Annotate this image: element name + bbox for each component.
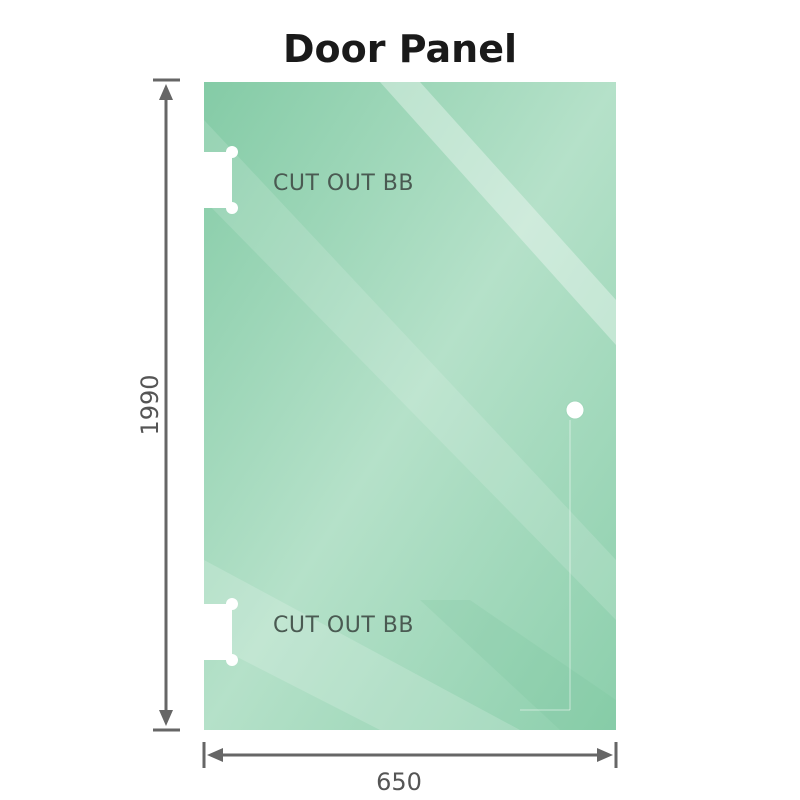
cutout-top-label: CUT OUT BB [273,171,414,196]
height-dimension-line [153,78,180,732]
diagram-title: Door Panel [283,27,517,71]
cutout-top [200,146,238,214]
cutout-bottom [200,598,238,666]
height-dimension-label: 1990 [136,374,164,435]
width-dimension-line [202,742,618,768]
cutout-bottom-label: CUT OUT BB [273,613,414,638]
glass-panel [204,82,616,730]
glass-shadow [420,600,616,730]
width-dimension-label: 650 [376,768,422,796]
glass-highlight [380,82,616,345]
glass-highlight [204,120,616,620]
handle-hole [565,400,585,420]
glass-highlight [204,560,520,730]
